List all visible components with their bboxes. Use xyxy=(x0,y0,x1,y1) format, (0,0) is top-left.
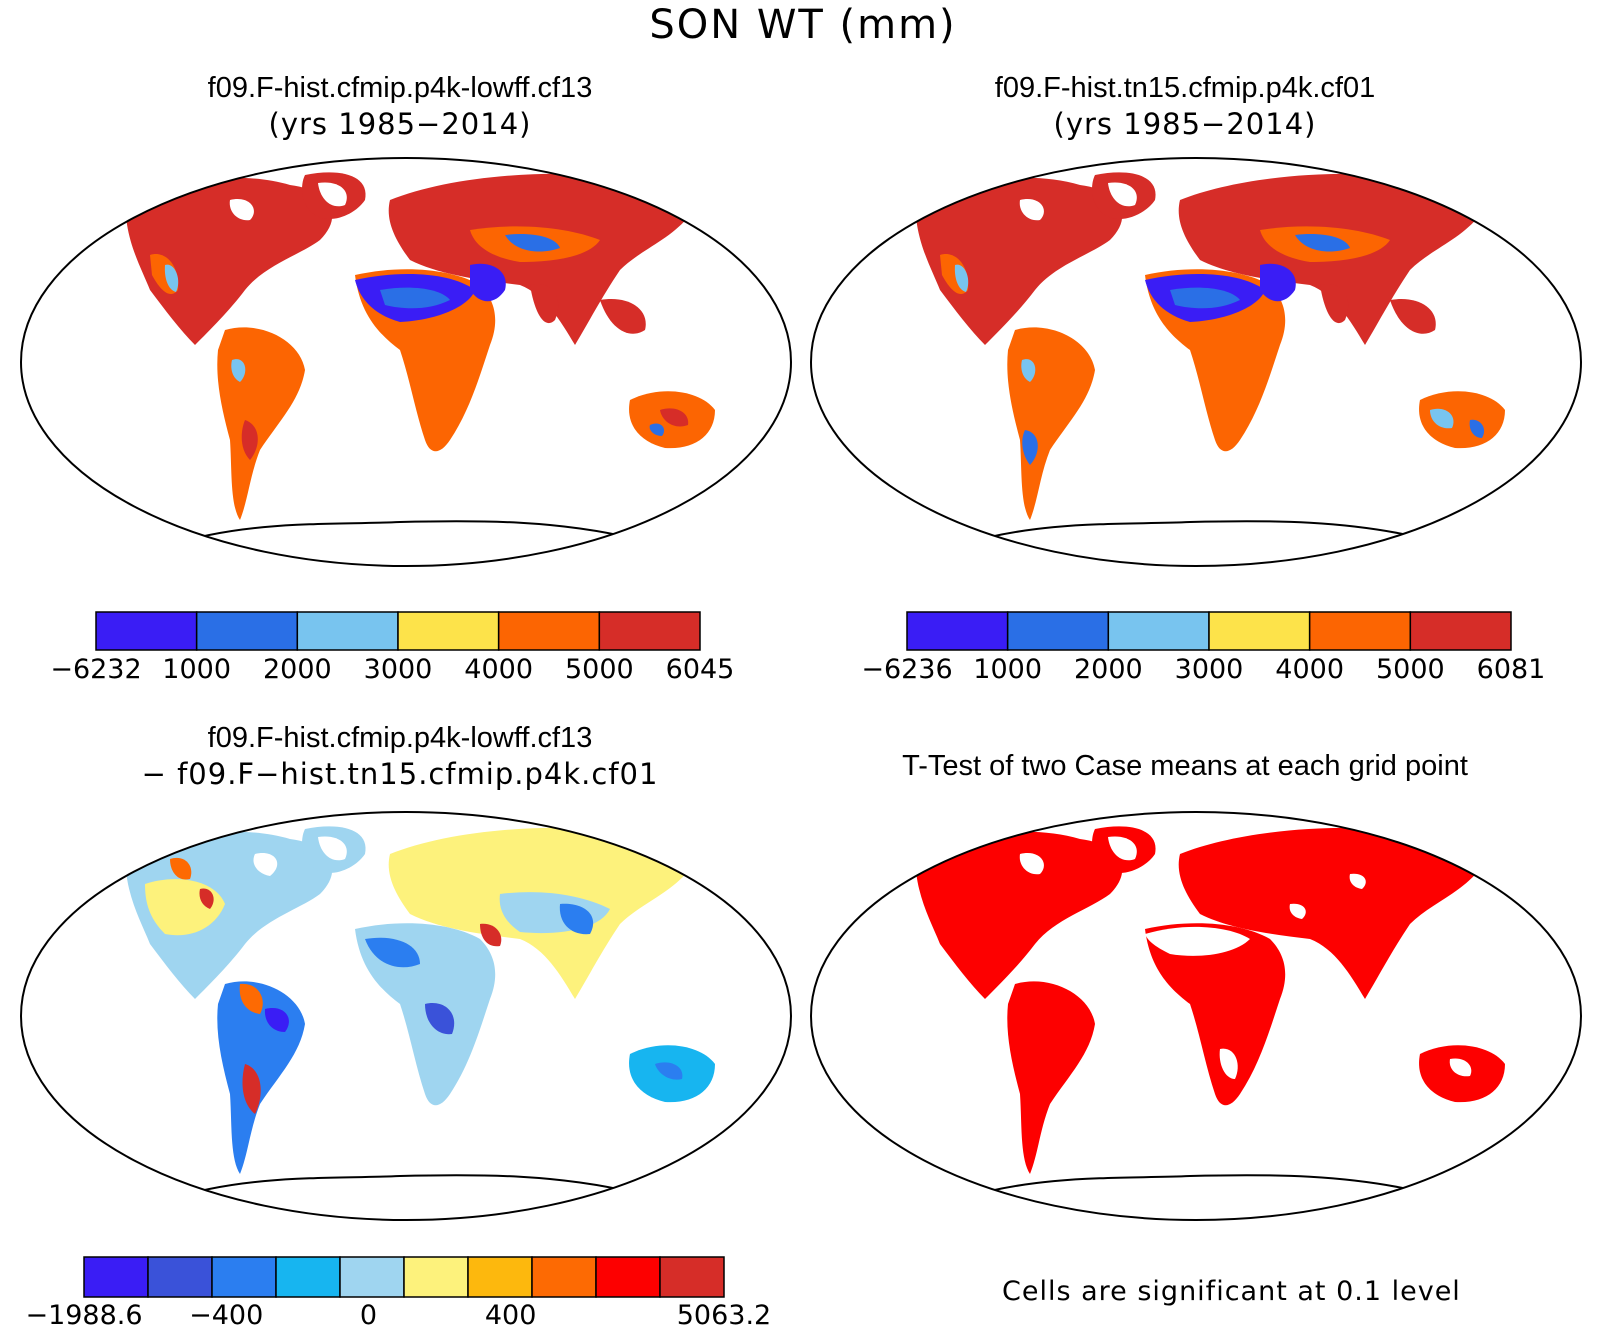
figure-title: SON WT (mm) xyxy=(649,2,957,48)
colorbar-swatch xyxy=(275,1256,341,1298)
colorbar-swatch xyxy=(1308,611,1412,651)
map-ttest xyxy=(915,826,1505,1200)
colorbar-swatch xyxy=(195,611,299,651)
colorbar-swatch xyxy=(1107,611,1210,651)
panel-title-difference-line2: − f09.F−hist.tn15.cfmip.p4k.cf01 xyxy=(141,757,659,791)
land-africa xyxy=(355,923,496,1106)
land-eurasia xyxy=(1178,827,1482,999)
colorbar-swatch xyxy=(211,1256,277,1298)
panel-title-case1: f09.F-hist.cfmip.p4k-lowff.cf13 (yrs 198… xyxy=(30,70,770,142)
colorbar-swatch xyxy=(906,611,1009,651)
colorbar-tick-label: 5000 xyxy=(564,654,634,685)
panel-title-difference-line1: f09.F-hist.cfmip.p4k-lowff.cf13 xyxy=(207,722,593,754)
colorbar-swatch xyxy=(595,1256,661,1298)
panel-title-difference: f09.F-hist.cfmip.p4k-lowff.cf13 − f09.F−… xyxy=(30,720,770,792)
ttest-significance-note: Cells are significant at 0.1 level xyxy=(1002,1276,1461,1307)
colorbar-tick-label: 2000 xyxy=(262,654,332,685)
land-south-america xyxy=(217,327,305,520)
colorbar-tick-label: 1000 xyxy=(162,654,232,685)
map-case1-border xyxy=(20,157,792,567)
colorbar-tick-label: 5063.2 xyxy=(676,1300,772,1331)
land-africa xyxy=(1145,923,1286,1106)
panel-title-case1-line1: f09.F-hist.cfmip.p4k-lowff.cf13 xyxy=(207,72,593,104)
land-south-america xyxy=(1007,981,1095,1174)
panel-title-ttest: T-Test of two Case means at each grid po… xyxy=(815,748,1555,784)
colorbar-swatch xyxy=(83,1256,149,1298)
colorbar-tick-label: −6236 xyxy=(861,654,953,685)
colorbar-tick-label: 0 xyxy=(359,1300,378,1331)
colorbar-swatch xyxy=(95,611,198,651)
colorbar-case1 xyxy=(95,611,701,651)
colorbar-swatch xyxy=(403,1256,469,1298)
colorbar-tick-label: 3000 xyxy=(363,654,433,685)
colorbar-tick-label: 6045 xyxy=(665,654,735,685)
panel-title-ttest-line1: T-Test of two Case means at each grid po… xyxy=(902,750,1468,782)
colorbar-swatch xyxy=(339,1256,405,1298)
colorbar-tick-label: 400 xyxy=(484,1300,537,1331)
colorbar-swatch xyxy=(397,611,500,651)
land-north-america xyxy=(125,177,333,345)
land-north-america xyxy=(915,831,1123,999)
colorbar-tick-label: −400 xyxy=(189,1300,264,1331)
land-south-america xyxy=(1007,327,1095,520)
colorbar-swatch xyxy=(659,1256,725,1298)
colorbar-tick-label: 2000 xyxy=(1073,654,1143,685)
colorbar-difference xyxy=(83,1256,725,1298)
colorbar-tick-label: 4000 xyxy=(464,654,534,685)
colorbar-tick-label: 1000 xyxy=(973,654,1043,685)
colorbar-swatch xyxy=(147,1256,213,1298)
panel-title-case2-line2: (yrs 1985−2014) xyxy=(1053,107,1317,141)
land-australia xyxy=(1419,391,1505,449)
colorbar-tick-label: 5000 xyxy=(1375,654,1445,685)
colorbar-tick-label: 4000 xyxy=(1275,654,1345,685)
colorbar-swatch xyxy=(467,1256,533,1298)
panel-title-case2-line1: f09.F-hist.tn15.cfmip.p4k.cf01 xyxy=(994,72,1376,104)
panel-title-case2: f09.F-hist.tn15.cfmip.p4k.cf01 (yrs 1985… xyxy=(815,70,1555,142)
map-ttest-border xyxy=(810,811,1582,1221)
colorbar-swatch xyxy=(1006,611,1110,651)
colorbar-case2 xyxy=(906,611,1512,651)
colorbar-swatch xyxy=(1409,611,1512,651)
map-difference xyxy=(125,826,715,1200)
map-case2 xyxy=(915,172,1505,546)
colorbar-swatch xyxy=(1208,611,1311,651)
land-north-america xyxy=(915,177,1123,345)
colorbar-tick-label: −6232 xyxy=(50,654,142,685)
colorbar-tick-label: −1988.6 xyxy=(25,1300,143,1331)
panel-title-case1-line2: (yrs 1985−2014) xyxy=(268,107,532,141)
colorbar-swatch xyxy=(296,611,399,651)
map-case1 xyxy=(125,172,715,546)
colorbar-tick-label: 6081 xyxy=(1476,654,1546,685)
colorbar-tick-label: 3000 xyxy=(1174,654,1244,685)
colorbar-swatch xyxy=(531,1256,597,1298)
map-case2-border xyxy=(810,157,1582,567)
map-difference-border xyxy=(20,811,792,1221)
colorbar-swatch xyxy=(598,611,701,651)
colorbar-swatch xyxy=(497,611,601,651)
